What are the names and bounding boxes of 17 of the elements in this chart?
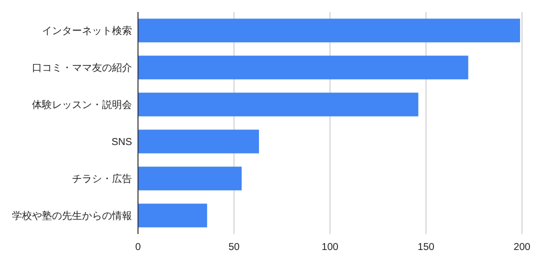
x-tick-label: 50	[228, 242, 240, 253]
bar	[138, 18, 520, 42]
bar	[138, 56, 468, 80]
bar	[138, 166, 242, 190]
bar	[138, 130, 259, 154]
y-tick-label: 学校や塾の先生からの情報	[12, 210, 132, 222]
x-tick-label: 150	[418, 242, 435, 253]
bar	[138, 92, 418, 116]
x-tick-label: 100	[322, 242, 339, 253]
y-tick-label: インターネット検索	[42, 25, 132, 37]
bar	[138, 204, 208, 228]
y-tick-label: 口コミ・ママ友の紹介	[32, 62, 132, 74]
y-tick-label: SNS	[111, 137, 132, 148]
y-tick-label: チラシ・広告	[72, 173, 132, 185]
x-tick-label: 0	[135, 242, 142, 253]
y-tick-label: 体験レッスン・説明会	[32, 99, 132, 111]
x-tick-label: 200	[514, 242, 531, 253]
